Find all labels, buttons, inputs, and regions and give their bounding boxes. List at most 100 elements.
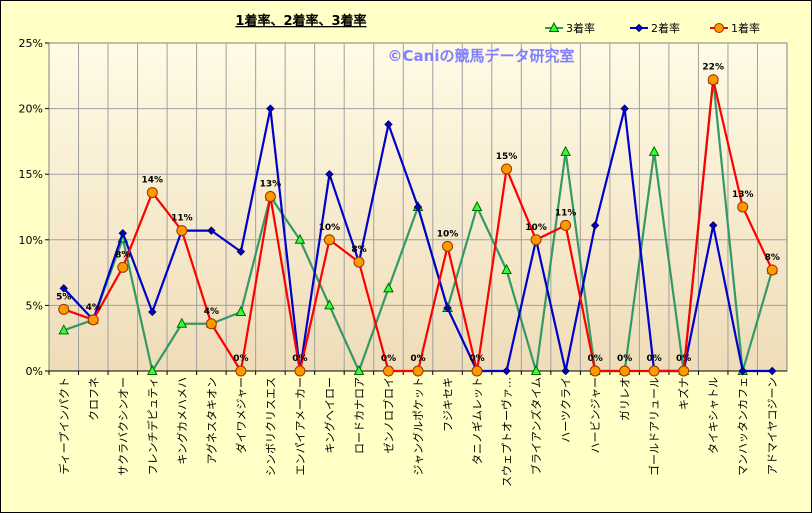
point-2nd (768, 366, 777, 376)
legend-label: 2着率 (651, 21, 680, 35)
x-tick-label: キズナ (677, 377, 691, 410)
point-1st (412, 365, 424, 377)
point-1st (442, 240, 454, 252)
x-tick-label: サクラバクシンオー (117, 377, 130, 476)
x-axis: ディープインパクト クロフネ サクラバクシンオー フレンチデピュティ キングカメハメハ ア… (48, 370, 787, 487)
x-tick-label: ロードカナロア (353, 377, 366, 454)
data-label: 4% (86, 303, 101, 313)
data-label: 11% (171, 214, 193, 224)
point-2nd (561, 366, 570, 376)
data-label: 0% (676, 354, 691, 364)
point-3rd (176, 317, 188, 328)
data-label: 11% (555, 208, 577, 218)
point-1st (707, 74, 719, 86)
data-label: 10% (319, 223, 341, 233)
x-tick-label: ハーツクライ (560, 377, 573, 443)
point-2nd (59, 284, 68, 293)
legend-label: 3着率 (566, 21, 595, 35)
point-3rd (501, 263, 512, 274)
x-tick-label: フジキセキ (442, 377, 455, 432)
point-2nd (738, 366, 747, 376)
point-2nd (118, 229, 128, 238)
point-1st (766, 264, 778, 276)
x-tick-label: アドマイヤコジーン (766, 377, 779, 475)
point-1st (87, 314, 99, 326)
y-tick-label: 25% (19, 37, 43, 50)
chart-title: 1着率、2着率、3着率 (235, 13, 366, 29)
x-tick-label: ディープインパクト (57, 377, 71, 475)
point-1st (205, 318, 217, 330)
point-3rd (353, 364, 365, 375)
x-tick-label: フレンチデピュティ (145, 377, 159, 475)
point-2nd (413, 202, 423, 212)
y-tick-label: 20% (19, 103, 43, 116)
point-1st (382, 365, 394, 377)
point-1st (530, 234, 542, 246)
x-tick-label: ダイワメジャー (234, 377, 248, 453)
point-2nd (266, 104, 275, 113)
data-label: 8% (765, 253, 780, 263)
point-3rd (58, 324, 70, 335)
data-label: 0% (617, 354, 632, 364)
y-tick-label: 15% (19, 168, 43, 181)
x-tick-label: シンボリクリスエス (264, 377, 277, 476)
data-labels: 5% 4% 8% 14% 11% 4% 0% 13% 0% 10% 8% 0% 0% 10% 0% 15% 10… (56, 63, 780, 364)
x-tick-label: アグネスタキオン (204, 377, 218, 464)
point-3rd (383, 282, 394, 293)
point-1st (501, 163, 513, 175)
gridlines (49, 43, 787, 371)
point-3rd (530, 364, 542, 375)
point-1st (560, 219, 572, 231)
data-label: 0% (381, 354, 396, 364)
data-label: 0% (587, 354, 602, 364)
point-2nd (502, 366, 511, 376)
data-label: 22% (702, 63, 724, 73)
point-2nd (207, 226, 216, 235)
data-label: 10% (525, 223, 547, 233)
point-2nd (236, 247, 246, 256)
series-layer (58, 73, 778, 377)
legend: 3着率 2着率 1着率 (545, 21, 760, 35)
x-tick-label: ゼンノロブロイ (381, 377, 395, 453)
data-label: 15% (496, 152, 518, 162)
y-tick-label: 0% (26, 365, 43, 378)
legend-marker (634, 23, 644, 33)
x-tick-label: ブライアンズタイム (529, 377, 543, 475)
point-3rd (235, 305, 247, 316)
x-tick-label: キングカメハメハ (175, 377, 189, 465)
point-1st (737, 201, 749, 213)
data-label: 14% (142, 176, 164, 186)
point-1st (323, 234, 335, 246)
point-2nd (325, 169, 334, 179)
legend-marker (548, 21, 560, 32)
y-tick-label: 10% (19, 234, 43, 247)
point-1st (471, 365, 483, 377)
x-tick-label: タニノギムレット (471, 377, 484, 465)
point-2nd (590, 221, 600, 230)
data-label: 13% (260, 180, 282, 190)
x-tick-label: ジャングルポケット (411, 377, 425, 475)
data-label: 8% (351, 245, 366, 255)
point-2nd (384, 120, 393, 129)
x-tick-label: マンハッタンカフェ (737, 377, 750, 476)
data-label: 0% (469, 354, 484, 364)
legend-marker (714, 23, 724, 33)
point-3rd (471, 200, 483, 211)
point-1st (678, 365, 690, 377)
y-axis: 0% 5% 10% 15% 20% 25% (19, 37, 49, 378)
point-3rd (324, 299, 335, 310)
point-1st (264, 191, 276, 203)
point-1st (58, 303, 70, 315)
x-tick-label: ハービンジャー (589, 377, 602, 453)
point-1st (235, 365, 247, 377)
point-1st (648, 365, 660, 377)
data-label: 4% (204, 307, 219, 317)
point-1st (353, 256, 365, 268)
point-1st (176, 225, 188, 237)
watermark: ©Caniの競馬データ研究室 (388, 47, 575, 65)
data-label: 5% (56, 292, 71, 302)
x-tick-label: タイキシャトル (707, 377, 720, 454)
point-1st (146, 187, 158, 199)
